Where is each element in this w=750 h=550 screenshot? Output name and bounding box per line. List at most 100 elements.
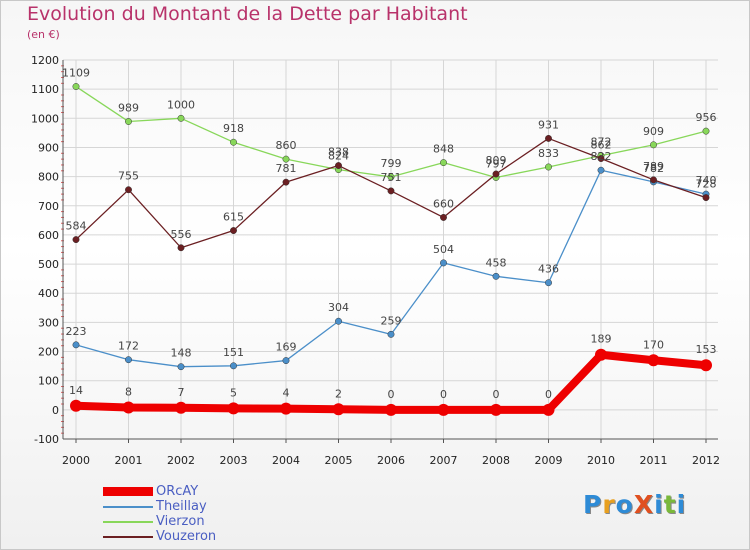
- y-tick-label: 900: [38, 141, 59, 154]
- data-label-theillay: 151: [223, 346, 244, 359]
- data-point-vouzeron: [282, 178, 290, 186]
- legend-swatch-theillay: [103, 505, 153, 508]
- data-point-theillay: [440, 259, 447, 267]
- data-label-vierzon: 1000: [167, 98, 195, 111]
- data-label-vouzeron: 584: [66, 220, 87, 233]
- data-label-theillay: 436: [538, 263, 559, 276]
- x-tick-label: 2007: [430, 454, 458, 467]
- data-point-orcay: [647, 354, 660, 367]
- axes: -100010020030040050060070080090010001100…: [31, 54, 720, 467]
- data-point-orcay: [280, 402, 292, 415]
- data-label-vierzon: 848: [433, 143, 454, 156]
- logo-letter: P: [583, 490, 603, 519]
- y-tick-label: 600: [38, 229, 59, 242]
- legend-label-orcay: ORcAY: [156, 484, 199, 499]
- data-label-vierzon: 989: [118, 102, 139, 115]
- data-point-orcay: [595, 348, 607, 361]
- data-label-theillay: 259: [381, 314, 402, 327]
- data-label-orcay: 0: [493, 388, 500, 401]
- x-tick-label: 2004: [272, 454, 300, 467]
- data-label-vouzeron: 728: [696, 178, 717, 191]
- logo-letter: i: [654, 490, 664, 519]
- data-point-orcay: [437, 403, 450, 416]
- data-label-vouzeron: 615: [223, 211, 244, 224]
- x-tick-label: 2006: [377, 454, 405, 467]
- data-label-orcay: 153: [696, 343, 717, 356]
- legend-item-vierzon: Vierzon: [103, 514, 216, 529]
- data-point-theillay: [282, 357, 290, 365]
- y-tick-label: 1200: [31, 54, 59, 67]
- data-point-vierzon: [230, 138, 237, 146]
- legend-swatch-vouzeron: [103, 535, 153, 538]
- data-label-theillay: 782: [643, 162, 664, 175]
- y-tick-label: 200: [38, 346, 59, 359]
- x-tick-label: 2005: [325, 454, 353, 467]
- data-point-vouzeron: [597, 155, 605, 162]
- data-label-theillay: 169: [276, 341, 297, 354]
- legend: ORcAY Theillay Vierzon Vouzeron: [103, 484, 216, 544]
- y-tick-label: -100: [34, 433, 59, 446]
- data-point-orcay: [122, 401, 135, 414]
- data-label-orcay: 5: [230, 386, 237, 399]
- logo-letter: X: [633, 490, 655, 519]
- proxiti-logo: ProXiti: [583, 490, 686, 519]
- data-point-theillay: [335, 317, 342, 325]
- x-tick-label: 2010: [587, 454, 615, 467]
- data-label-orcay: 14: [69, 384, 83, 397]
- x-tick-label: 2008: [482, 454, 510, 467]
- data-label-vouzeron: 660: [433, 197, 454, 210]
- data-label-vouzeron: 809: [486, 154, 507, 167]
- y-tick-label: 1000: [31, 112, 59, 125]
- data-point-orcay: [700, 359, 712, 372]
- data-label-vouzeron: 751: [381, 171, 402, 184]
- data-point-vouzeron: [440, 213, 447, 221]
- x-tick-label: 2000: [62, 454, 90, 467]
- data-point-vierzon: [387, 173, 395, 181]
- data-label-orcay: 8: [125, 386, 132, 399]
- legend-swatch-vierzon: [103, 520, 153, 523]
- data-point-orcay: [332, 403, 345, 416]
- data-label-orcay: 4: [283, 387, 290, 400]
- logo-letter: i: [676, 490, 687, 519]
- data-point-vierzon: [440, 159, 447, 167]
- data-label-vierzon: 797: [486, 157, 507, 170]
- logo-letter: r: [602, 490, 616, 519]
- legend-item-vouzeron: Vouzeron: [103, 529, 216, 544]
- data-point-vouzeron: [492, 170, 500, 178]
- legend-item-orcay: ORcAY: [103, 484, 216, 499]
- data-label-vierzon: 799: [381, 157, 402, 170]
- y-tick-label: 0: [52, 404, 59, 417]
- y-tick-label: 700: [38, 200, 59, 213]
- data-point-theillay: [177, 363, 185, 371]
- data-label-vierzon: 918: [223, 122, 244, 135]
- grid: [63, 59, 718, 440]
- data-point-vierzon: [545, 163, 552, 171]
- data-label-vierzon: 1109: [62, 67, 90, 80]
- logo-letter: t: [663, 490, 677, 519]
- data-label-orcay: 189: [591, 333, 612, 346]
- data-label-theillay: 223: [66, 325, 87, 338]
- data-point-theillay: [492, 272, 500, 280]
- y-tick-label: 500: [38, 258, 59, 271]
- data-label-theillay: 172: [118, 340, 139, 353]
- data-point-vierzon: [650, 141, 657, 149]
- data-label-theillay: 822: [591, 150, 612, 163]
- data-label-orcay: 170: [643, 338, 664, 351]
- data-point-vouzeron: [72, 236, 80, 244]
- data-point-vouzeron: [335, 162, 342, 169]
- data-label-orcay: 7: [178, 386, 185, 399]
- data-point-vouzeron: [177, 244, 185, 252]
- data-label-vouzeron: 781: [276, 162, 297, 175]
- data-point-orcay: [490, 403, 502, 416]
- data-point-theillay: [230, 362, 237, 370]
- legend-swatch-orcay: [103, 487, 153, 496]
- data-point-orcay: [70, 399, 82, 412]
- data-label-theillay: 458: [486, 256, 507, 269]
- chart-title: Evolution du Montant de la Dette par Hab…: [27, 3, 468, 25]
- data-label-vierzon: 872: [591, 136, 612, 149]
- legend-item-theillay: Theillay: [103, 499, 216, 514]
- data-label-vierzon: 909: [643, 125, 664, 138]
- data-label-vierzon: 860: [276, 139, 297, 152]
